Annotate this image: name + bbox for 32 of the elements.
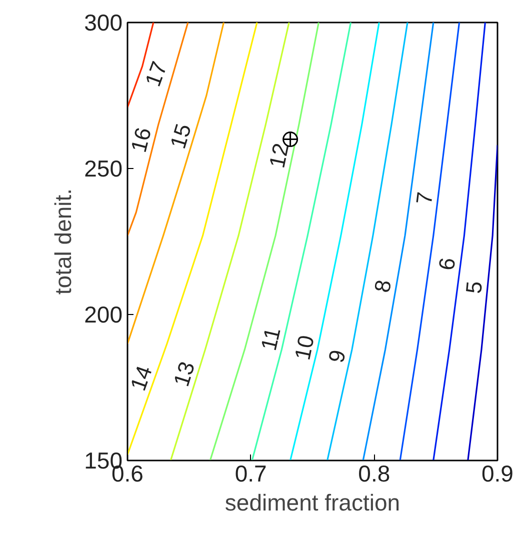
y-tick-label: 300 (84, 10, 122, 36)
text: 8 (369, 278, 396, 294)
text: 9 (323, 348, 351, 365)
text: 12 (264, 140, 294, 170)
text: 17 (140, 58, 172, 90)
x-tick-label: 0.9 (482, 460, 514, 486)
text: 16 (126, 124, 156, 155)
x-tick-label: 0.7 (234, 460, 267, 486)
line-series (170, 22, 290, 460)
line-series (251, 22, 352, 460)
text: 5 (460, 280, 488, 295)
line-series (467, 144, 498, 460)
text: 13 (168, 358, 200, 390)
text: 14 (125, 362, 158, 394)
y-tick-label: 250 (84, 156, 122, 182)
y-tick-label: 200 (84, 302, 122, 328)
text: 11 (256, 325, 286, 353)
x-tick-label: 0.8 (358, 460, 390, 486)
text: 7 (411, 190, 438, 206)
text: 15 (165, 120, 196, 152)
line-series (326, 22, 408, 460)
line-series (432, 22, 486, 460)
line-series (362, 22, 434, 460)
line-series (128, 22, 189, 236)
y-axis-title: total denit. (50, 188, 76, 295)
line-series (399, 22, 460, 460)
line-series (209, 22, 320, 460)
line-series (128, 22, 258, 456)
x-axis-title: sediment fraction (224, 490, 400, 516)
text: 10 (290, 333, 320, 362)
text: 6 (434, 256, 460, 272)
line-series (128, 22, 224, 344)
